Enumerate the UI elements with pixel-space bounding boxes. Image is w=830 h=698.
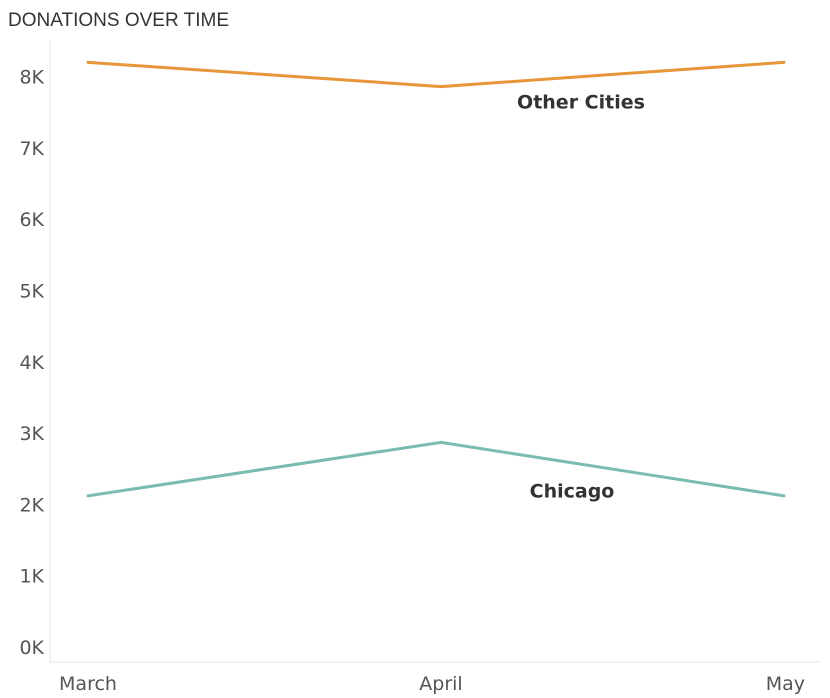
series-label-chicago: Chicago — [530, 480, 615, 502]
y-tick-label: 4K — [19, 352, 44, 374]
series-label-other-cities: Other Cities — [517, 92, 645, 114]
y-tick-label: 6K — [19, 209, 44, 231]
x-tick-label: April — [419, 673, 462, 695]
y-tick-label: 3K — [19, 423, 44, 445]
y-tick-label: 8K — [19, 67, 44, 89]
chart-title: DONATIONS OVER TIME — [8, 10, 229, 31]
y-tick-label: 0K — [19, 637, 44, 659]
y-tick-label: 7K — [19, 138, 44, 160]
y-tick-label: 2K — [19, 494, 44, 516]
y-tick-label: 5K — [19, 281, 44, 303]
y-tick-label: 1K — [19, 566, 44, 588]
series-line-chicago — [86, 440, 786, 498]
series-line-other-cities — [86, 60, 786, 89]
x-tick-label: March — [59, 673, 117, 695]
x-tick-label: May — [766, 673, 805, 695]
